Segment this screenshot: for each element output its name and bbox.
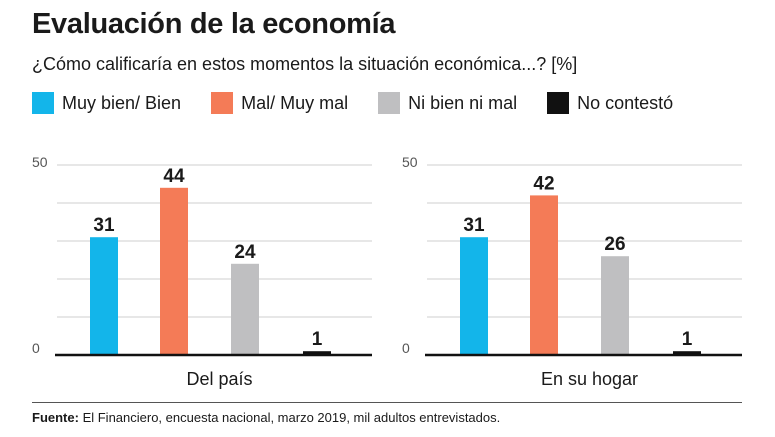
x-axis-label: En su hogar <box>541 369 638 389</box>
legend: Muy bien/ Bien Mal/ Muy mal Ni bien ni m… <box>32 92 703 114</box>
bar-chart-en-su-hogar: 0 50 31 42 26 1 En su hogar <box>402 154 742 389</box>
data-label: 24 <box>234 242 256 263</box>
legend-swatch <box>378 92 401 114</box>
bar <box>530 195 558 355</box>
divider <box>32 402 742 403</box>
legend-swatch <box>547 92 570 114</box>
y-tick-label: 0 <box>32 340 40 356</box>
legend-item-no-contesto: No contestó <box>547 92 673 114</box>
x-axis-label: Del país <box>186 369 252 389</box>
chart-del-pais: 0 50 31 44 24 1 Del país <box>32 150 372 400</box>
data-label: 31 <box>463 215 485 236</box>
legend-item-muy-bien: Muy bien/ Bien <box>32 92 181 114</box>
data-label: 26 <box>604 234 625 255</box>
data-label: 31 <box>93 215 115 236</box>
chart-en-su-hogar: 0 50 31 42 26 1 En su hogar <box>402 150 742 400</box>
data-label: 1 <box>312 329 323 350</box>
legend-label: Ni bien ni mal <box>408 92 518 113</box>
legend-swatch <box>211 92 234 114</box>
source-note: Fuente: El Financiero, encuesta nacional… <box>32 410 500 425</box>
legend-label: No contestó <box>577 92 674 113</box>
bar <box>90 237 118 355</box>
data-label: 1 <box>682 329 693 350</box>
bar <box>460 237 488 355</box>
y-tick-label: 0 <box>402 340 410 356</box>
y-tick-label: 50 <box>32 154 48 170</box>
data-label: 44 <box>163 166 185 187</box>
bar <box>673 351 701 355</box>
bar-chart-del-pais: 0 50 31 44 24 1 Del país <box>32 154 372 389</box>
bar <box>231 263 259 355</box>
chart-subtitle: ¿Cómo calificaría en estos momentos la s… <box>32 54 578 74</box>
y-tick-label: 50 <box>402 154 418 170</box>
bar <box>160 187 188 355</box>
data-label: 42 <box>533 173 554 194</box>
legend-swatch <box>32 92 54 114</box>
legend-label: Mal/ Muy mal <box>241 92 349 113</box>
chart-title: Evaluación de la economía <box>32 8 396 40</box>
legend-label: Muy bien/ Bien <box>62 92 182 113</box>
bar <box>601 256 629 355</box>
bar <box>303 351 331 355</box>
source-label: Fuente: <box>32 410 79 425</box>
legend-item-ni-bien: Ni bien ni mal <box>378 92 517 114</box>
legend-item-mal: Mal/ Muy mal <box>211 92 348 114</box>
source-text: El Financiero, encuesta nacional, marzo … <box>78 410 501 425</box>
